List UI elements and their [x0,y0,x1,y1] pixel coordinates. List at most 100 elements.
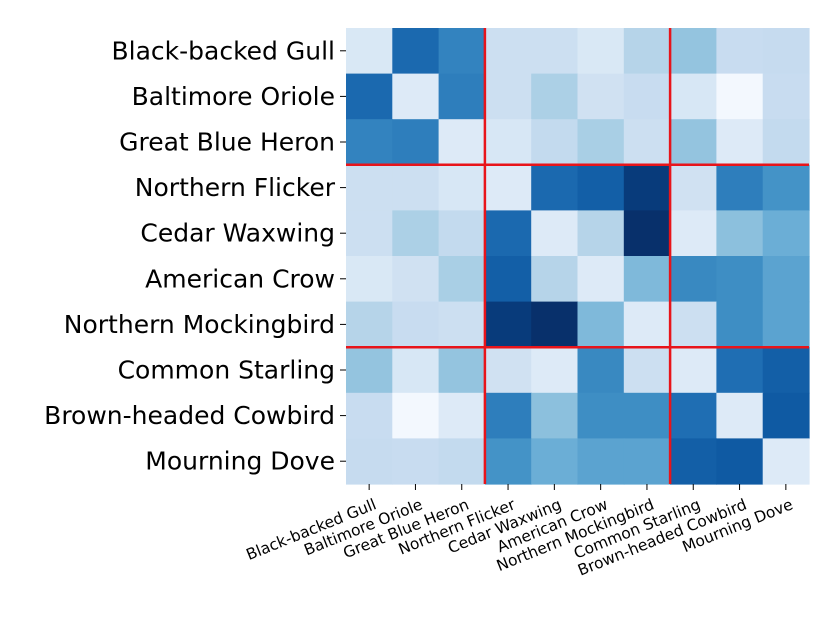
heatmap-cell [346,438,393,485]
heatmap-cell [762,301,810,348]
heatmap-cell [438,164,486,211]
heatmap-cell [531,256,579,303]
heatmap-cell [392,119,440,166]
heatmap-cell [623,438,671,485]
heatmap-cell [670,210,717,257]
heatmap-cell [716,73,764,120]
heatmap-cell [392,347,440,394]
heatmap-cell [484,28,532,75]
heatmap-cell [762,164,810,211]
y-tick-label: Black-backed Gull [112,36,336,65]
heatmap-cell [762,28,810,75]
y-tick-label: Baltimore Oriole [132,82,335,111]
heatmap-cell [346,164,393,211]
heatmap-cell [577,438,625,485]
heatmap-cell [438,210,486,257]
heatmap-cell [392,301,440,348]
heatmap-cell [670,164,717,211]
heatmap-cell [531,392,579,439]
heatmap-cell [577,347,625,394]
heatmap-cell [623,28,671,75]
heatmap-cell [577,210,625,257]
heatmap-cell [531,73,579,120]
heatmap-cell [623,119,671,166]
heatmap-cell [577,73,625,120]
heatmap-cell [623,347,671,394]
heatmap-cell [346,28,393,75]
heatmap-cell [716,347,764,394]
heatmap-cell [623,301,671,348]
heatmap-cell [392,28,440,75]
heatmap-cell [484,438,532,485]
y-tick-label: Brown-headed Cowbird [44,401,335,430]
heatmap-cell [670,256,717,303]
heatmap-cell [670,28,717,75]
heatmap-cell [577,392,625,439]
heatmap-cell [577,164,625,211]
heatmap-cell [577,256,625,303]
heatmap-cells [346,28,810,485]
heatmap-cell [762,438,810,485]
heatmap-cell [623,73,671,120]
heatmap-cell [670,301,717,348]
y-tick-label: Northern Flicker [135,173,336,202]
heatmap-cell [484,119,532,166]
group-boundaries [346,28,809,484]
heatmap-cell [762,119,810,166]
heatmap-cell [623,392,671,439]
heatmap-cell [762,73,810,120]
heatmap-cell [346,301,393,348]
heatmap-cell [716,392,764,439]
y-axis: Black-backed Gull Baltimore Oriole Great B… [44,36,346,476]
heatmap-cell [577,301,625,348]
heatmap-cell [623,256,671,303]
heatmap-cell [623,164,671,211]
heatmap-cell [346,256,393,303]
y-tick-label: Common Starling [118,356,335,385]
heatmap-cell [762,210,810,257]
heatmap-cell [484,210,532,257]
heatmap-cell [438,347,486,394]
heatmap-cell [346,119,393,166]
heatmap-cell [392,73,440,120]
heatmap-cell [670,347,717,394]
heatmap-cell [346,347,393,394]
heatmap-cell [438,392,486,439]
heatmap-cell [392,392,440,439]
heatmap-cell [762,392,810,439]
heatmap-cell [346,210,393,257]
heatmap-cell [531,28,579,75]
heatmap-cell [670,438,717,485]
heatmap-cell [716,28,764,75]
heatmap-cell [438,438,486,485]
heatmap-cell [716,438,764,485]
heatmap-cell [623,210,671,257]
heatmap-cell [670,73,717,120]
heatmap-cell [531,164,579,211]
heatmap-cell [716,210,764,257]
heatmap-cell [438,256,486,303]
heatmap-cell [531,301,579,348]
heatmap-cell [438,301,486,348]
heatmap-cell [484,392,532,439]
heatmap-cell [531,347,579,394]
heatmap-cell [438,119,486,166]
heatmap-cell [346,73,393,120]
heatmap-cell [716,164,764,211]
heatmap-cell [392,256,440,303]
heatmap-cell [392,164,440,211]
heatmap-cell [670,392,717,439]
heatmap-cell [762,347,810,394]
heatmap-cell [716,119,764,166]
heatmap-cell [484,347,532,394]
heatmap-cell [716,256,764,303]
heatmap-cell [484,256,532,303]
heatmap-cell [577,119,625,166]
heatmap-cell [716,301,764,348]
y-tick-label: Northern Mockingbird [64,310,335,339]
heatmap-cell [531,210,579,257]
heatmap-cell [392,210,440,257]
heatmap-cell [531,119,579,166]
